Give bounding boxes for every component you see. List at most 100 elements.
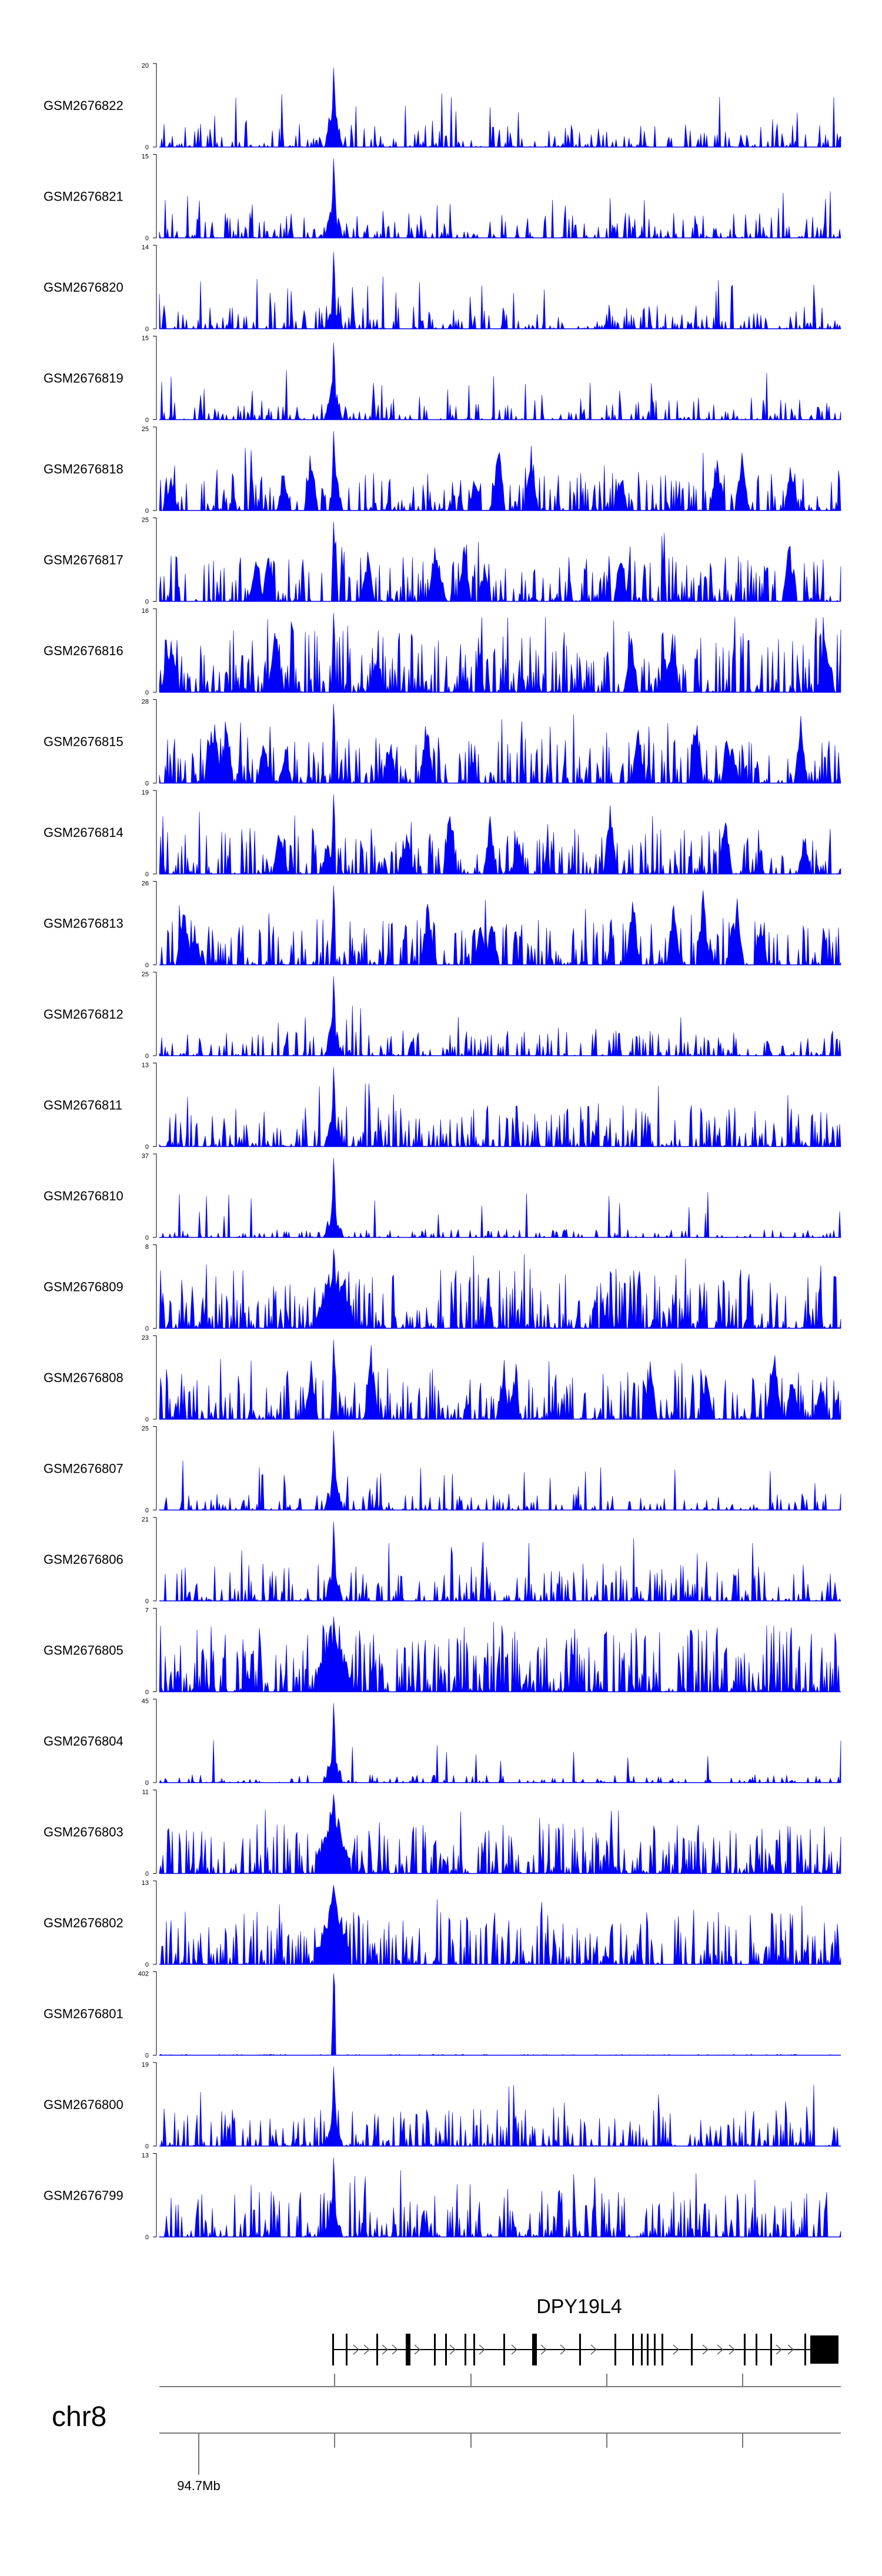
track-label: GSM2676811 <box>44 1098 122 1113</box>
track-ymax-label: 25 <box>142 1426 149 1433</box>
strand-arrow-icon <box>353 2344 360 2355</box>
track-GSM2676822: GSM2676822 20 0 <box>44 62 841 151</box>
gene-name-label: DPY19L4 <box>536 2295 622 2318</box>
coverage-area <box>159 2157 841 2238</box>
track-ymax-label: 45 <box>142 1698 149 1705</box>
coverage-area <box>159 1703 841 1784</box>
coverage-area <box>159 1521 841 1602</box>
track-ymin-label: 0 <box>145 1416 149 1423</box>
coverage-area <box>159 1340 841 1420</box>
track-ymax-label: 23 <box>142 1334 149 1342</box>
track-ymax-label: 15 <box>142 154 149 161</box>
track-label: GSM2676805 <box>44 1643 123 1658</box>
coverage-area <box>159 1973 841 2056</box>
track-label: GSM2676804 <box>44 1734 123 1749</box>
coverage-area <box>159 431 841 512</box>
strand-arrow-icon <box>479 2344 486 2355</box>
track-ymin-label: 0 <box>145 599 149 606</box>
gene-exon <box>744 2334 746 2365</box>
strand-arrow-icon <box>717 2344 724 2355</box>
track-GSM2676818: GSM2676818 25 0 <box>44 426 841 515</box>
chromosome-label: chr8 <box>52 2401 106 2432</box>
track-label: GSM2676800 <box>44 2097 123 2112</box>
strand-arrow-icon <box>776 2344 783 2355</box>
track-GSM2676821: GSM2676821 15 0 <box>44 154 841 242</box>
track-label: GSM2676813 <box>44 916 123 931</box>
gene-exon <box>445 2334 447 2365</box>
track-GSM2676814: GSM2676814 19 0 <box>44 789 841 878</box>
track-ymin-label: 0 <box>145 144 149 151</box>
strand-arrow-icon <box>363 2344 370 2355</box>
coverage-area <box>159 885 841 966</box>
strand-arrow-icon <box>511 2344 518 2355</box>
strand-arrow-icon <box>414 2344 421 2355</box>
track-ymax-label: 25 <box>142 971 149 978</box>
coverage-area <box>159 1249 841 1329</box>
track-GSM2676820: GSM2676820 14 0 <box>44 244 841 333</box>
chromosome-axis: chr8 94.7Mb <box>52 2374 841 2493</box>
track-ymin-label: 0 <box>145 508 149 515</box>
coverage-area <box>159 1067 841 1147</box>
track-GSM2676803: GSM2676803 11 0 <box>44 1789 841 1878</box>
gene-exon <box>465 2334 466 2365</box>
track-GSM2676819: GSM2676819 15 0 <box>44 335 841 424</box>
coverage-area <box>159 342 841 421</box>
coverage-area <box>159 2067 841 2147</box>
track-ymin-label: 0 <box>145 1689 149 1696</box>
track-ymin-label: 0 <box>145 1598 149 1605</box>
gene-exon <box>691 2334 693 2365</box>
strand-arrow-icon <box>392 2344 399 2355</box>
coverage-area <box>159 1616 841 1693</box>
track-ymax-label: 26 <box>142 880 149 887</box>
gene-model <box>332 2334 838 2365</box>
track-label: GSM2676819 <box>44 371 123 386</box>
track-ymin-label: 0 <box>145 1144 149 1151</box>
gene-exon <box>532 2334 537 2365</box>
strand-arrow-icon <box>382 2344 389 2355</box>
gene-utr-block <box>810 2335 838 2364</box>
track-GSM2676817: GSM2676817 25 0 <box>44 517 841 606</box>
track-ymin-label: 0 <box>145 871 149 878</box>
track-ymax-label: 13 <box>142 2153 149 2160</box>
track-label: GSM2676818 <box>44 462 123 476</box>
track-ymin-label: 0 <box>145 689 149 696</box>
track-ymax-label: 13 <box>142 1062 149 1069</box>
coverage-area <box>159 252 841 330</box>
track-GSM2676806: GSM2676806 21 0 <box>44 1516 841 1605</box>
gene-exon <box>662 2334 663 2365</box>
track-label: GSM2676809 <box>44 1280 123 1294</box>
track-label: GSM2676816 <box>44 643 123 658</box>
coverage-area <box>159 1158 841 1239</box>
track-GSM2676815: GSM2676815 28 0 <box>44 699 841 788</box>
track-ymin-label: 0 <box>145 1961 149 1968</box>
track-GSM2676809: GSM2676809 8 0 <box>44 1244 841 1333</box>
signal-tracks: GSM2676822200GSM2676821150GSM2676820140G… <box>44 62 841 2241</box>
track-ymax-label: 19 <box>142 789 149 796</box>
track-label: GSM2676807 <box>44 1461 123 1476</box>
track-label: GSM2676801 <box>44 2007 123 2021</box>
coverage-area <box>159 795 841 875</box>
track-ymax-label: 402 <box>138 1971 149 1978</box>
coverage-area <box>159 703 841 784</box>
strand-arrow-icon <box>540 2344 547 2355</box>
track-GSM2676800: GSM2676800 19 0 <box>44 2061 841 2150</box>
gene-exon <box>346 2334 348 2365</box>
track-label: GSM2676821 <box>44 189 123 204</box>
track-GSM2676808: GSM2676808 23 0 <box>44 1334 841 1423</box>
track-ymin-label: 0 <box>145 1780 149 1787</box>
coverage-area <box>159 68 841 148</box>
track-ymax-label: 20 <box>142 62 149 69</box>
track-ymin-label: 0 <box>145 417 149 424</box>
track-GSM2676811: GSM2676811 13 0 <box>44 1062 841 1151</box>
coverage-area <box>159 1430 841 1511</box>
strand-arrow-icon <box>560 2344 567 2355</box>
strand-arrow-icon <box>449 2344 456 2355</box>
track-GSM2676813: GSM2676813 26 0 <box>44 880 841 969</box>
gene-exon <box>434 2334 436 2365</box>
track-GSM2676812: GSM2676812 25 0 <box>44 971 841 1060</box>
gene-exon <box>473 2334 475 2365</box>
gene-exon <box>332 2334 334 2365</box>
track-ymin-label: 0 <box>145 2234 149 2241</box>
track-label: GSM2676812 <box>44 1007 123 1022</box>
gene-exon <box>579 2334 581 2365</box>
